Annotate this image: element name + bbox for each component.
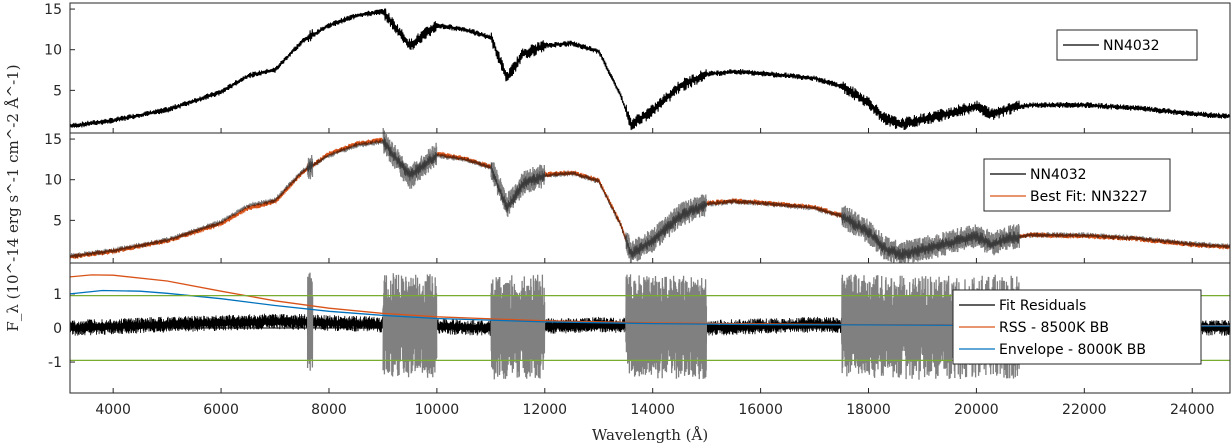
legend-box — [983, 158, 1171, 212]
y-tick-label: -1 — [48, 355, 62, 371]
y-axis-label: F_λ (10^-14 erg s^-1 cm^-2 Å^-1) — [4, 64, 22, 331]
x-tick-label: 8000 — [311, 402, 347, 418]
x-axis-label: Wavelength (Å) — [592, 426, 708, 444]
legend-label: Best Fit: NN3227 — [1030, 189, 1148, 205]
series-line-observed — [69, 137, 1231, 261]
y-tick-label: 10 — [44, 43, 62, 59]
legend-label: Envelope - 8000K BB — [999, 342, 1146, 358]
x-tick-label: 4000 — [95, 402, 131, 418]
legend-label: Fit Residuals — [999, 298, 1086, 314]
x-tick-label: 22000 — [1062, 402, 1107, 418]
panel-3: -1 0 1 Fit Residuals RSS - 8500K BB Envelope … — [48, 262, 1231, 394]
x-tick-label: 20000 — [954, 402, 999, 418]
y-tick-label: 1 — [53, 287, 62, 303]
y-axis-label-group: F_λ (10^-14 erg s^-1 cm^-2 Å^-1) — [4, 64, 22, 331]
legend: NN4032 Best Fit: NN3227 — [983, 158, 1171, 212]
x-tick-label: 10000 — [415, 402, 460, 418]
panel-1: 5 10 15 NN4032 — [44, 2, 1231, 134]
legend-label: RSS - 8500K BB — [999, 320, 1109, 336]
legend-label: NN4032 — [1030, 167, 1087, 183]
y-tick-label: 10 — [44, 173, 62, 189]
legend: NN4032 — [1056, 29, 1198, 61]
x-tick-label: 18000 — [846, 402, 891, 418]
panel-2: 5 10 15 NN4032 Best Fit: NN3227 — [44, 127, 1231, 266]
x-tick-label: 16000 — [738, 402, 783, 418]
y-tick-label: 15 — [44, 2, 62, 18]
legend: Fit Residuals RSS - 8500K BB Envelope - 80… — [952, 289, 1202, 365]
series-line-observed — [69, 8, 1231, 131]
y-tick-label: 5 — [53, 213, 62, 229]
panel-frame — [69, 262, 1231, 394]
y-tick-label: 15 — [44, 132, 62, 148]
y-tick-label: 5 — [53, 83, 62, 99]
x-tick-label: 12000 — [523, 402, 568, 418]
y-tick-label: 0 — [53, 321, 62, 337]
series-line-masked-region — [307, 127, 1020, 266]
series-line-masked-residuals — [306, 272, 1021, 380]
x-tick-label: 6000 — [203, 402, 239, 418]
x-tick-label: 14000 — [630, 402, 675, 418]
legend-label: NN4032 — [1103, 38, 1160, 54]
x-tick-label: 24000 — [1170, 402, 1215, 418]
